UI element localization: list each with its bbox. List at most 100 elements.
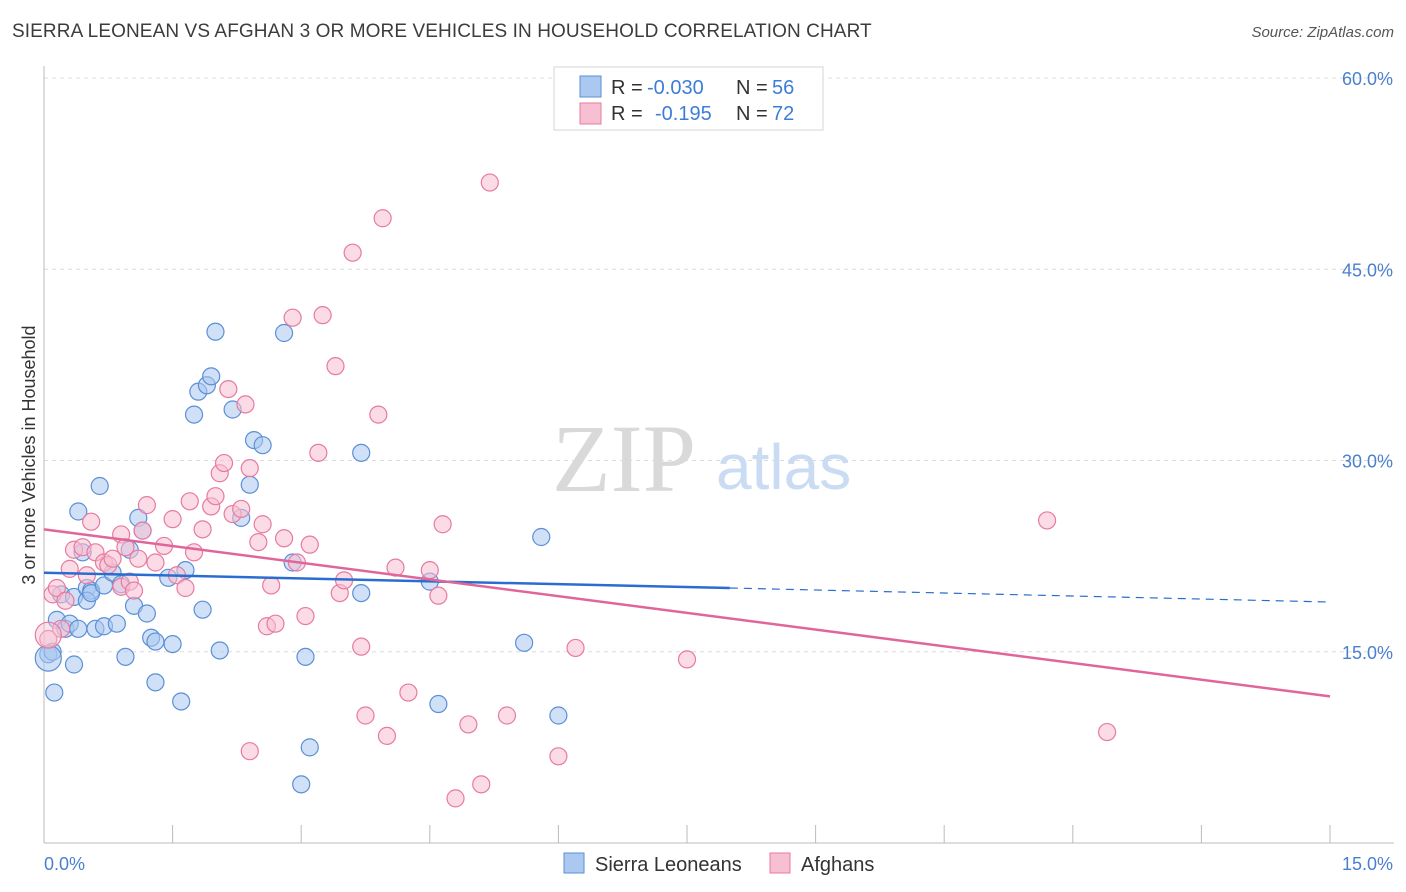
afghans-point-47	[296, 606, 315, 626]
afghans-point-71	[566, 638, 585, 658]
sierra-leoneans-point-9	[69, 619, 88, 638]
afghans-point-20	[133, 521, 152, 540]
sierra-leoneans-point-47	[274, 323, 294, 343]
sierra-leoneans-point-30	[146, 673, 165, 692]
afghans-point-48	[300, 535, 319, 554]
afghans-point-43	[266, 614, 285, 633]
afghans-point-2	[47, 578, 66, 598]
sierra-leoneans-point-20	[107, 614, 126, 633]
tick-labels: 15.0% 30.0% 45.0% 60.0% 0.0% 15.0%	[44, 69, 1393, 874]
afghans-point-63	[429, 586, 448, 605]
sierra-leoneans-point-16	[90, 476, 109, 496]
afghans-point-50	[313, 306, 332, 325]
afghans-point-39	[249, 532, 268, 552]
bottom-legend-label-sierra-leoneans[interactable]: Sierra Leoneans	[595, 854, 742, 876]
source-attribution[interactable]: Source: ZipAtlas.com	[1251, 24, 1394, 41]
legend-r-value-2: -0.195	[655, 103, 712, 125]
afghans-point-70	[549, 747, 568, 766]
afghans-point-67	[472, 775, 491, 794]
afghans-point-59	[377, 726, 397, 746]
y-tick-label-3: 60.0%	[1342, 69, 1393, 89]
legend-n-value-1: 56	[772, 77, 794, 99]
afghans-point-33	[214, 453, 234, 473]
bottom-legend-label-afghans[interactable]: Afghans	[801, 854, 874, 876]
afghans-point-8	[77, 566, 96, 585]
gridlines	[44, 77, 1394, 653]
axes	[43, 66, 1394, 844]
afghans-point-66	[459, 715, 478, 734]
legend-n-value-2: 72	[772, 103, 794, 125]
afghans-point-24	[163, 510, 182, 529]
sierra-leoneans-point-59	[45, 683, 64, 702]
afghans-point-58	[373, 209, 392, 228]
sierra-leoneans-point-49	[296, 647, 315, 666]
sierra-leoneans-point-large	[34, 644, 62, 672]
afghans-point-19	[129, 549, 148, 568]
afghans-point-21	[137, 496, 156, 515]
sierra-leoneans-point-52	[352, 443, 371, 462]
sierra-leoneans-point-56	[515, 633, 534, 652]
sierra-leoneans-point-22	[116, 647, 135, 666]
afghans-point-4	[56, 591, 75, 610]
afghans-point-65	[446, 789, 465, 808]
afghans-point-37	[236, 395, 255, 414]
afghans-point-22	[146, 553, 165, 572]
sierra-leoneans-point-27	[137, 604, 156, 623]
legend-n-label-2: N =	[736, 103, 768, 125]
afghans-point-57	[369, 405, 388, 424]
afghans-point-45	[283, 308, 302, 327]
afghans-point-49	[309, 443, 328, 462]
x-tick-label-min: 0.0%	[44, 854, 85, 874]
trend-lines	[43, 528, 1331, 698]
sierra-leoneans-point-29	[146, 632, 165, 651]
sierra-leoneans-point-35	[184, 405, 204, 424]
trend-line-sierra-leoneans	[43, 571, 730, 590]
legend-swatch-blue	[579, 75, 602, 98]
sierra-leoneans-point-41	[210, 641, 229, 660]
sierra-leoneans-point-40	[206, 322, 225, 341]
afghans-point-28	[184, 543, 204, 562]
legend-swatch-pink	[579, 102, 602, 125]
afghans-point-42	[262, 576, 281, 595]
afghans-point-64	[433, 515, 452, 534]
sierra-leoneans-point-33	[172, 692, 191, 711]
afghans-point-74	[1097, 722, 1117, 742]
sierra-leoneans-point-44	[240, 475, 259, 494]
y-tick-label-0: 15.0%	[1342, 643, 1393, 663]
afghans-point-34	[219, 380, 238, 399]
afghans-point-75	[240, 742, 259, 761]
afghans-point-5	[60, 559, 79, 578]
afghans-point-73	[1037, 511, 1057, 530]
y-axis-title: 3 or more Vehicles in Household	[19, 325, 39, 584]
y-tick-label-1: 30.0%	[1342, 452, 1393, 472]
afghans-point-44	[274, 529, 294, 548]
sierra-leoneans-point-55	[429, 694, 448, 714]
afghans-point-26	[176, 578, 195, 598]
sierra-leoneans-point-39	[202, 367, 221, 386]
legend-r-label-2: R =	[611, 103, 643, 125]
afghans-point-54	[343, 243, 362, 262]
bottom-legend-swatch-blue[interactable]	[563, 852, 585, 874]
sierra-leoneans-point-57	[532, 527, 551, 547]
afghans-point-56	[356, 706, 375, 725]
sierra-leoneans-point-51	[292, 775, 311, 794]
watermark-atlas: atlas	[716, 431, 851, 503]
x-tick-label-max: 15.0%	[1342, 854, 1393, 874]
afghans-point-31	[206, 487, 225, 506]
afghans-point-13	[103, 549, 122, 568]
afghans-point-68	[480, 173, 499, 192]
bottom-legend-swatch-pink[interactable]	[769, 852, 791, 874]
afghans-point-62	[420, 561, 439, 580]
legend-box: R = -0.030 N = 56 R = -0.195 N = 72	[553, 66, 824, 131]
afghans-point-27	[180, 492, 199, 511]
chart-title: SIERRA LEONEAN VS AFGHAN 3 OR MORE VEHIC…	[12, 21, 872, 42]
afghans-point-38	[240, 459, 259, 478]
afghans-point-large	[34, 621, 62, 649]
watermark-zip: ZIP	[552, 405, 696, 512]
afghans-point-40	[253, 515, 272, 534]
trend-line-sierra-leoneans-extension	[729, 587, 1331, 603]
afghans-point-72	[677, 650, 697, 669]
sierra-leoneans-point-46	[253, 436, 272, 455]
sierra-leoneans-point-58	[549, 706, 568, 725]
